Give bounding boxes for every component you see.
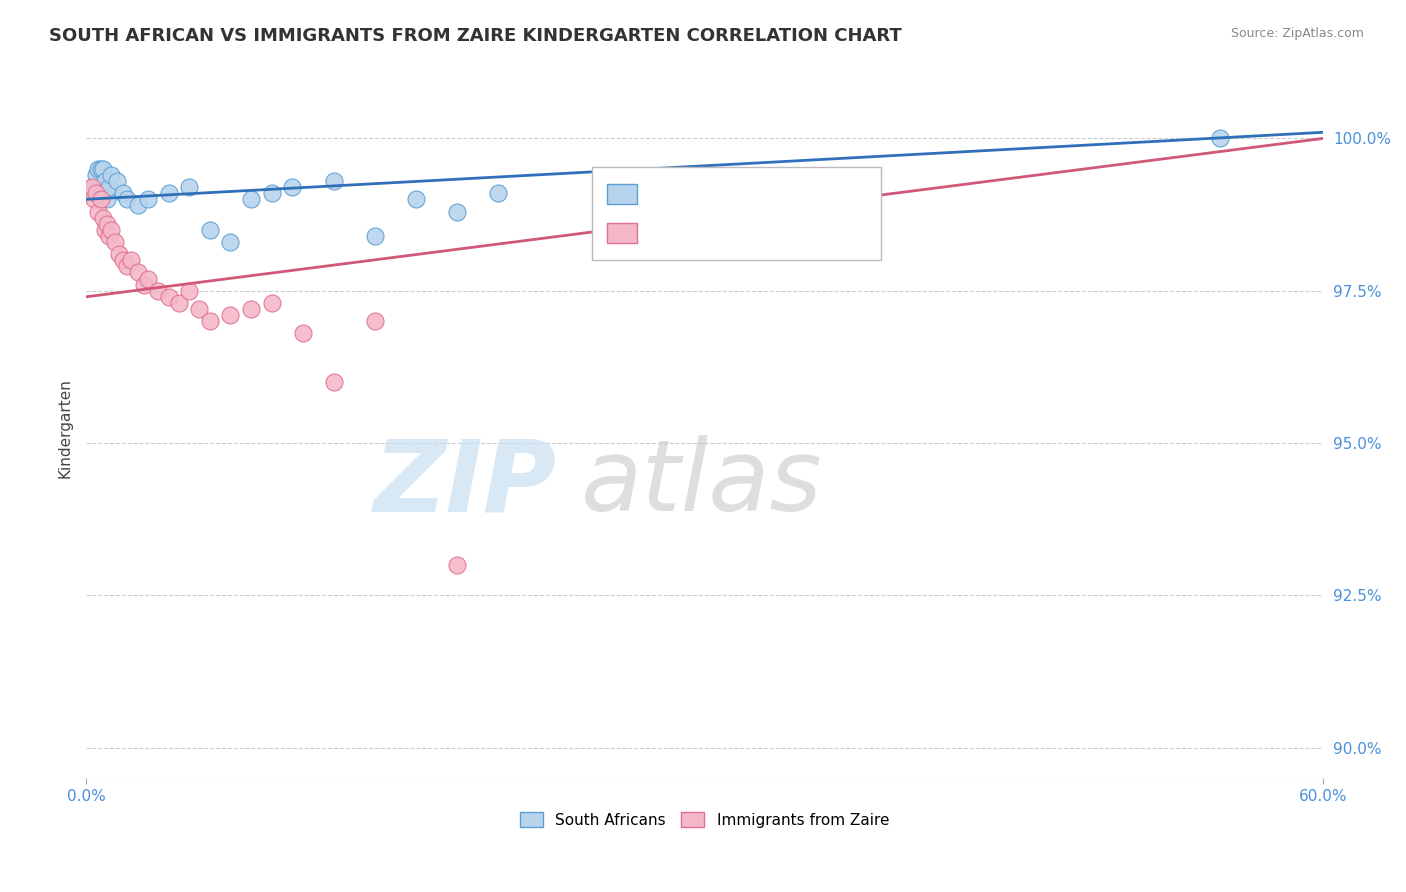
- Point: [127, 198, 149, 212]
- Point: [291, 326, 314, 341]
- Point: [167, 296, 190, 310]
- Point: [219, 308, 242, 322]
- Text: Source: ZipAtlas.com: Source: ZipAtlas.com: [1230, 27, 1364, 40]
- Point: [82, 180, 104, 194]
- Point: [132, 277, 155, 292]
- Point: [97, 228, 120, 243]
- Point: [198, 314, 221, 328]
- Point: [93, 174, 115, 188]
- Y-axis label: Kindergarten: Kindergarten: [58, 378, 72, 478]
- Point: [91, 161, 114, 176]
- Point: [120, 253, 142, 268]
- Point: [157, 290, 180, 304]
- Point: [97, 180, 120, 194]
- Point: [87, 161, 110, 176]
- Point: [179, 180, 201, 194]
- Text: atlas: atlas: [581, 435, 823, 533]
- Point: [364, 228, 387, 243]
- Point: [100, 168, 122, 182]
- Point: [188, 301, 211, 316]
- Legend: South Africans, Immigrants from Zaire: South Africans, Immigrants from Zaire: [515, 805, 896, 834]
- Point: [87, 204, 110, 219]
- Point: [112, 253, 135, 268]
- Point: [488, 186, 510, 201]
- Point: [91, 211, 114, 225]
- Point: [198, 223, 221, 237]
- Point: [117, 192, 139, 206]
- Point: [96, 217, 118, 231]
- Point: [157, 186, 180, 201]
- Point: [100, 223, 122, 237]
- Point: [1209, 131, 1232, 145]
- Point: [104, 235, 127, 249]
- Point: [93, 223, 115, 237]
- Point: [82, 180, 104, 194]
- Point: [591, 180, 613, 194]
- Point: [240, 192, 263, 206]
- Point: [83, 192, 105, 206]
- Point: [281, 180, 304, 194]
- Text: SOUTH AFRICAN VS IMMIGRANTS FROM ZAIRE KINDERGARTEN CORRELATION CHART: SOUTH AFRICAN VS IMMIGRANTS FROM ZAIRE K…: [49, 27, 903, 45]
- Point: [136, 271, 159, 285]
- Point: [105, 174, 128, 188]
- Point: [405, 192, 427, 206]
- Point: [89, 192, 111, 206]
- Point: [260, 296, 283, 310]
- Point: [86, 168, 108, 182]
- Point: [108, 247, 131, 261]
- Point: [446, 204, 468, 219]
- Point: [179, 284, 201, 298]
- Text: ZIP: ZIP: [373, 435, 557, 533]
- Point: [322, 375, 344, 389]
- Point: [86, 186, 108, 201]
- Text: R = 0.431   N = 28: R = 0.431 N = 28: [645, 185, 803, 202]
- Point: [364, 314, 387, 328]
- Point: [446, 558, 468, 572]
- Point: [136, 192, 159, 206]
- Point: [112, 186, 135, 201]
- Point: [89, 161, 111, 176]
- Point: [127, 265, 149, 279]
- Text: R = 0.300   N = 31: R = 0.300 N = 31: [645, 224, 803, 242]
- Point: [260, 186, 283, 201]
- Point: [148, 284, 170, 298]
- Point: [96, 192, 118, 206]
- Point: [117, 260, 139, 274]
- Point: [219, 235, 242, 249]
- Point: [240, 301, 263, 316]
- Point: [322, 174, 344, 188]
